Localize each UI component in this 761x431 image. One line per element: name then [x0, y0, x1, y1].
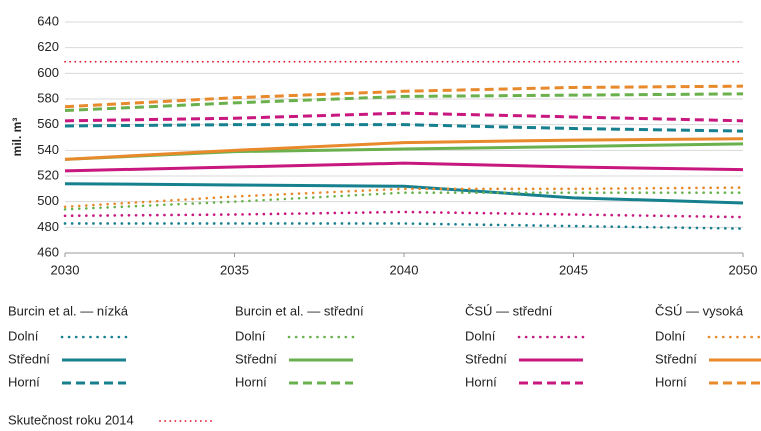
y-tick-label: 560 [37, 116, 59, 131]
legend-label: Střední [465, 351, 507, 366]
series-line [64, 84, 744, 109]
legend-group-title: ČSÚ — vysoká [655, 303, 744, 318]
y-tick-label: 580 [37, 90, 59, 105]
series-line [64, 92, 744, 113]
series-line [64, 137, 744, 161]
legend-group-title: Burcin et al. — střední [235, 303, 364, 318]
legend-label: Horní [8, 374, 40, 389]
y-tick-label: 640 [37, 13, 59, 28]
legend-label: Dolní [235, 328, 266, 343]
y-tick-label: 460 [37, 244, 59, 259]
series-line [64, 182, 744, 205]
y-tick-label: 500 [37, 193, 59, 208]
legend-label: Střední [235, 351, 277, 366]
series-line [64, 161, 744, 173]
x-tick-label: 2030 [51, 262, 80, 277]
x-tick-label: 2050 [729, 262, 758, 277]
series-line [64, 142, 744, 161]
series-line [64, 123, 744, 133]
x-tick-label: 2040 [390, 262, 419, 277]
y-tick-label: 520 [37, 167, 59, 182]
y-tick-label: 480 [37, 219, 59, 234]
legend-label: Horní [235, 374, 267, 389]
legend-group-title: Burcin et al. — nízká [8, 303, 129, 318]
y-tick-label: 540 [37, 142, 59, 157]
legend-label: Skutečnost roku 2014 [8, 412, 134, 427]
legend-label: Horní [465, 374, 497, 389]
legend-label: Dolní [8, 328, 39, 343]
legend-label: Horní [655, 374, 687, 389]
legend-label: Dolní [465, 328, 496, 343]
legend-label: Střední [655, 351, 697, 366]
legend-label: Střední [8, 351, 50, 366]
x-tick-label: 2035 [220, 262, 249, 277]
series-line [63, 186, 745, 209]
x-tick-label: 2045 [559, 262, 588, 277]
y-tick-label: 620 [37, 39, 59, 54]
y-axis-label: mil. m³ [10, 118, 24, 157]
series-line [63, 222, 745, 230]
legend-group-title: ČSÚ — střední [465, 303, 553, 318]
series-line [63, 191, 745, 211]
series-line [64, 111, 744, 123]
legend-label: Dolní [655, 328, 686, 343]
y-tick-label: 600 [37, 65, 59, 80]
series-line [63, 210, 745, 219]
